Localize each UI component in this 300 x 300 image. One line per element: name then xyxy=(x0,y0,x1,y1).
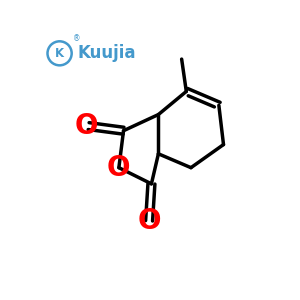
Text: K: K xyxy=(55,47,64,60)
Text: Kuujia: Kuujia xyxy=(77,44,136,62)
Text: O: O xyxy=(137,207,161,235)
Text: ®: ® xyxy=(73,34,80,43)
Text: O: O xyxy=(107,154,130,182)
Text: O: O xyxy=(75,112,98,140)
